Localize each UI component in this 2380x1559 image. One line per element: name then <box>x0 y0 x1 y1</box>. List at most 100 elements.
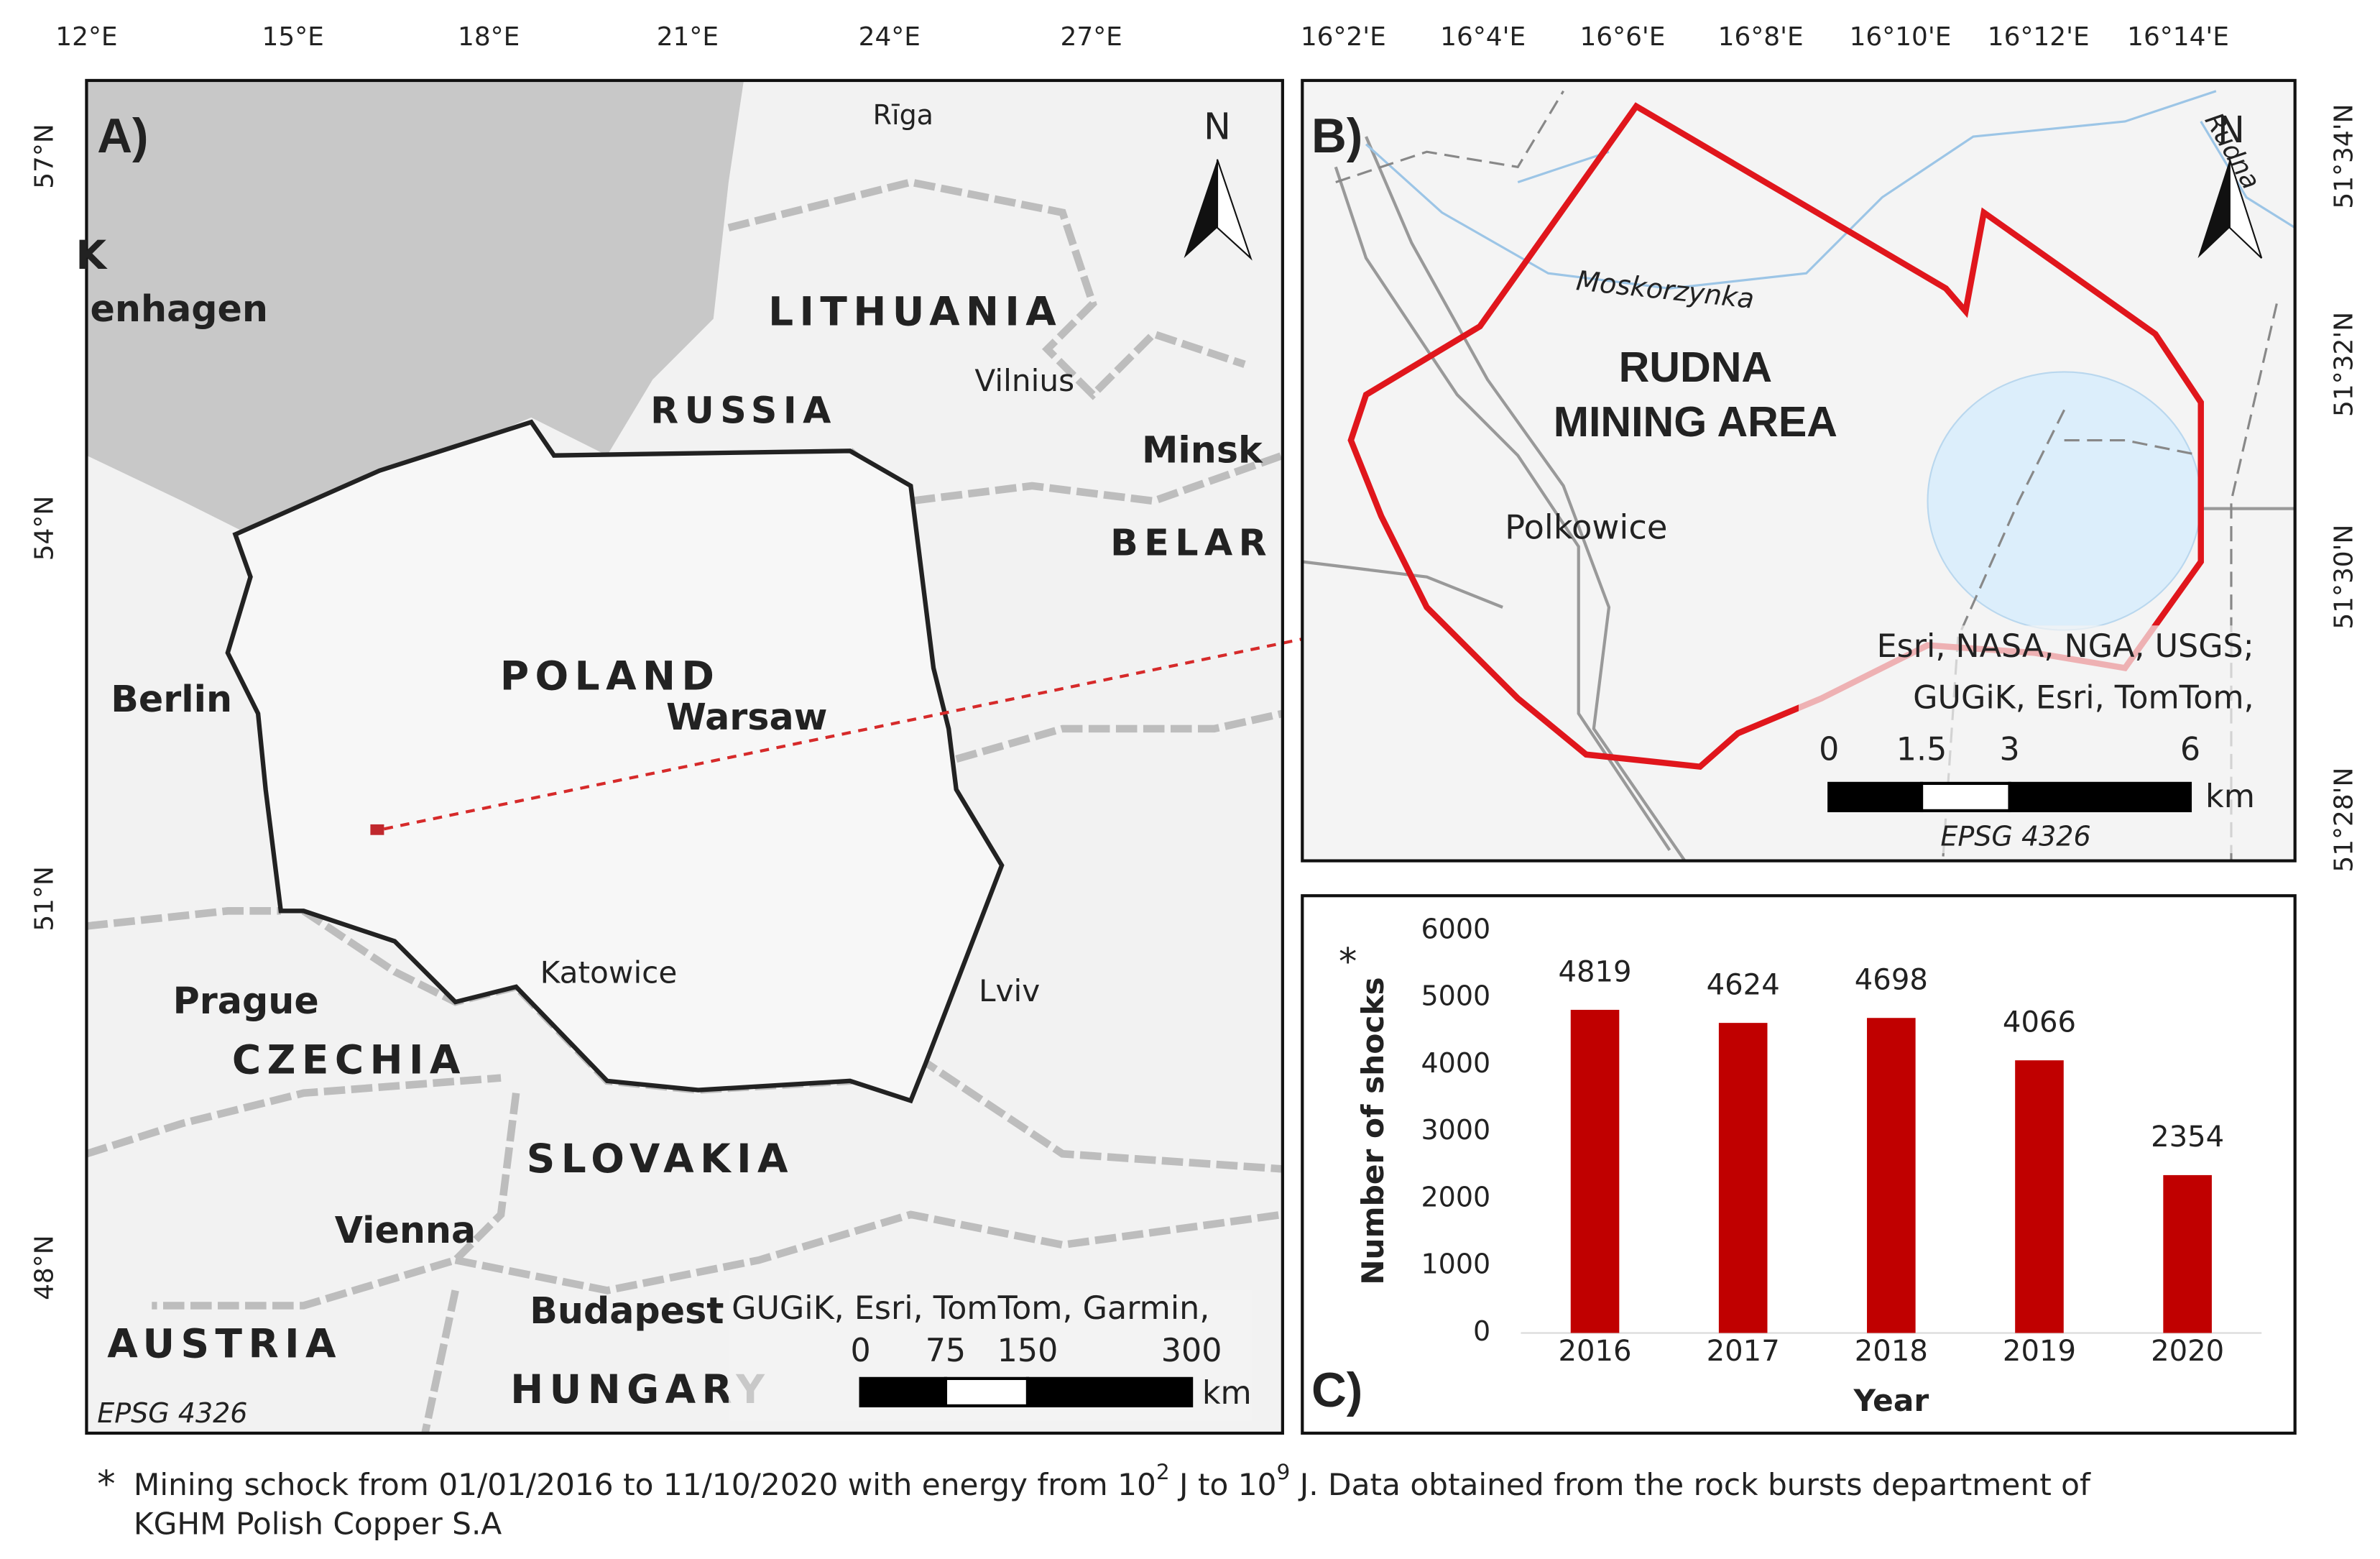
north-label: N <box>1204 106 1231 148</box>
scale-label: 0 <box>851 1333 871 1369</box>
lat-tick-label: 51°N <box>29 866 59 931</box>
x-tick-label: 2018 <box>1855 1335 1928 1368</box>
lat-tick-label: 54°N <box>29 496 59 561</box>
scale-bar <box>2008 781 2192 813</box>
scale-bar <box>1919 781 2011 813</box>
lon-tick-label: 16°8'E <box>1718 22 1804 52</box>
lon-tick-label: 16°2'E <box>1301 22 1386 52</box>
data-label: 4698 <box>1855 964 1928 997</box>
lat-tick-label: 51°28'N <box>2329 768 2358 873</box>
scale-label: 1.5 <box>1896 732 1947 768</box>
lat-tick-label: 51°34'N <box>2329 104 2358 209</box>
y-tick-label: 0 <box>1473 1315 1490 1347</box>
scale-label: 3 <box>1999 732 2019 768</box>
north-arrow <box>1216 159 1253 261</box>
scale-bar <box>1025 1376 1194 1408</box>
place-label: Polkowice <box>1505 508 1667 547</box>
place-label: Rīga <box>873 99 933 131</box>
y-tick-label: 6000 <box>1421 913 1490 944</box>
y-axis-marker: * <box>1339 940 1357 983</box>
place-label: LITHUANIA <box>768 288 1062 334</box>
scale-bar <box>859 1376 948 1408</box>
study-area-marker <box>370 824 384 835</box>
place-label: SLOVAKIA <box>527 1136 794 1182</box>
place-label: BELAR <box>1110 521 1273 564</box>
lon-tick-label: 27°E <box>1061 22 1122 52</box>
north-arrow <box>2228 159 2263 259</box>
scale-label: 150 <box>997 1333 1058 1369</box>
place-label: Katowice <box>540 955 678 990</box>
rivers <box>1365 90 2296 290</box>
map-b-frame <box>1301 78 2297 863</box>
x-axis-title: Year <box>1853 1383 1929 1418</box>
lon-tick-label: 16°10'E <box>1850 22 1952 52</box>
data-label: 4624 <box>1707 968 1780 1001</box>
lon-tick-label: 16°4'E <box>1440 22 1526 52</box>
scale-bar <box>944 1376 1030 1408</box>
footnote-line2: KGHM Polish Copper S.A <box>134 1506 502 1541</box>
y-axis-title: Number of shocks <box>1355 977 1390 1284</box>
footnote-part: J to 10 <box>1170 1466 1277 1501</box>
data-label: 2354 <box>2151 1121 2224 1154</box>
bar <box>2015 1060 2064 1333</box>
lon-tick-label: 21°E <box>657 22 719 52</box>
epsg-label: EPSG 4326 <box>1940 820 2090 852</box>
y-tick-label: 1000 <box>1421 1248 1490 1280</box>
lon-tick-label: 18°E <box>458 22 520 52</box>
panel-label: A) <box>97 109 148 163</box>
scale-unit: km <box>1202 1375 1252 1412</box>
credits: GUGiK, Esri, TomTom, <box>1913 680 2254 717</box>
place-label: POLAND <box>500 653 721 699</box>
bar <box>1570 1009 1620 1333</box>
footnote-sup: 2 <box>1156 1459 1170 1484</box>
place-label: RUSSIA <box>650 390 837 432</box>
x-tick-label: 2016 <box>1558 1335 1631 1368</box>
place-label: HUNGARY <box>510 1366 770 1412</box>
data-label: 4819 <box>1558 955 1631 988</box>
place-label: enhagen <box>91 288 269 330</box>
admin-borders <box>1335 90 2278 861</box>
credit-bg <box>1798 625 2292 854</box>
place-label: Prague <box>173 980 319 1022</box>
lon-tick-label: 16°6'E <box>1579 22 1665 52</box>
credits: GUGiK, Esri, TomTom, Garmin, <box>732 1290 1209 1327</box>
bar <box>2163 1174 2212 1333</box>
lat-tick-label: 57°N <box>29 124 59 188</box>
data-label: 4066 <box>2003 1006 2076 1039</box>
scale-label: 0 <box>1819 732 1839 768</box>
place-label: Vilnius <box>974 363 1074 398</box>
footnote-sup: 9 <box>1277 1459 1291 1484</box>
footnote-part: Mining schock from 01/01/2016 to 11/10/2… <box>134 1466 1156 1501</box>
x-tick-label: 2019 <box>2003 1335 2076 1368</box>
footnote-text: * Mining schock from 01/01/2016 to 11/10/… <box>97 1459 2091 1505</box>
area-title: RUDNA <box>1619 343 1773 391</box>
place-label: CZECHIA <box>232 1037 466 1083</box>
scale-label: 75 <box>926 1333 966 1369</box>
roads <box>1302 136 2295 862</box>
panel-label: C) <box>1311 1363 1362 1417</box>
scale-label: 300 <box>1161 1333 1222 1369</box>
sea <box>86 80 744 532</box>
place-label: Minsk <box>1142 428 1263 471</box>
panel-label: B) <box>1311 109 1362 163</box>
y-tick-label: 4000 <box>1421 1047 1490 1079</box>
poland-outline <box>225 419 1005 1104</box>
place-label: Berlin <box>111 678 232 720</box>
bar <box>1718 1023 1768 1333</box>
footnote-part: J. Data obtained from the rock bursts de… <box>1290 1466 2091 1501</box>
place-label: Warsaw <box>666 696 828 738</box>
bar <box>1867 1018 1916 1333</box>
place-label: AUSTRIA <box>107 1321 342 1367</box>
y-tick-label: 5000 <box>1421 980 1490 1012</box>
lat-tick-label: 51°32'N <box>2329 312 2358 417</box>
lat-tick-label: 48°N <box>29 1235 59 1300</box>
lon-tick-label: 12°E <box>55 22 117 52</box>
credits: Esri, NASA, NGA, USGS; <box>1877 628 2254 665</box>
scale-bar <box>1827 781 1924 813</box>
map-a-frame <box>85 78 1284 1435</box>
lon-tick-label: 24°E <box>859 22 921 52</box>
place-label: Vienna <box>335 1209 476 1251</box>
scale-label: 6 <box>2180 732 2200 768</box>
